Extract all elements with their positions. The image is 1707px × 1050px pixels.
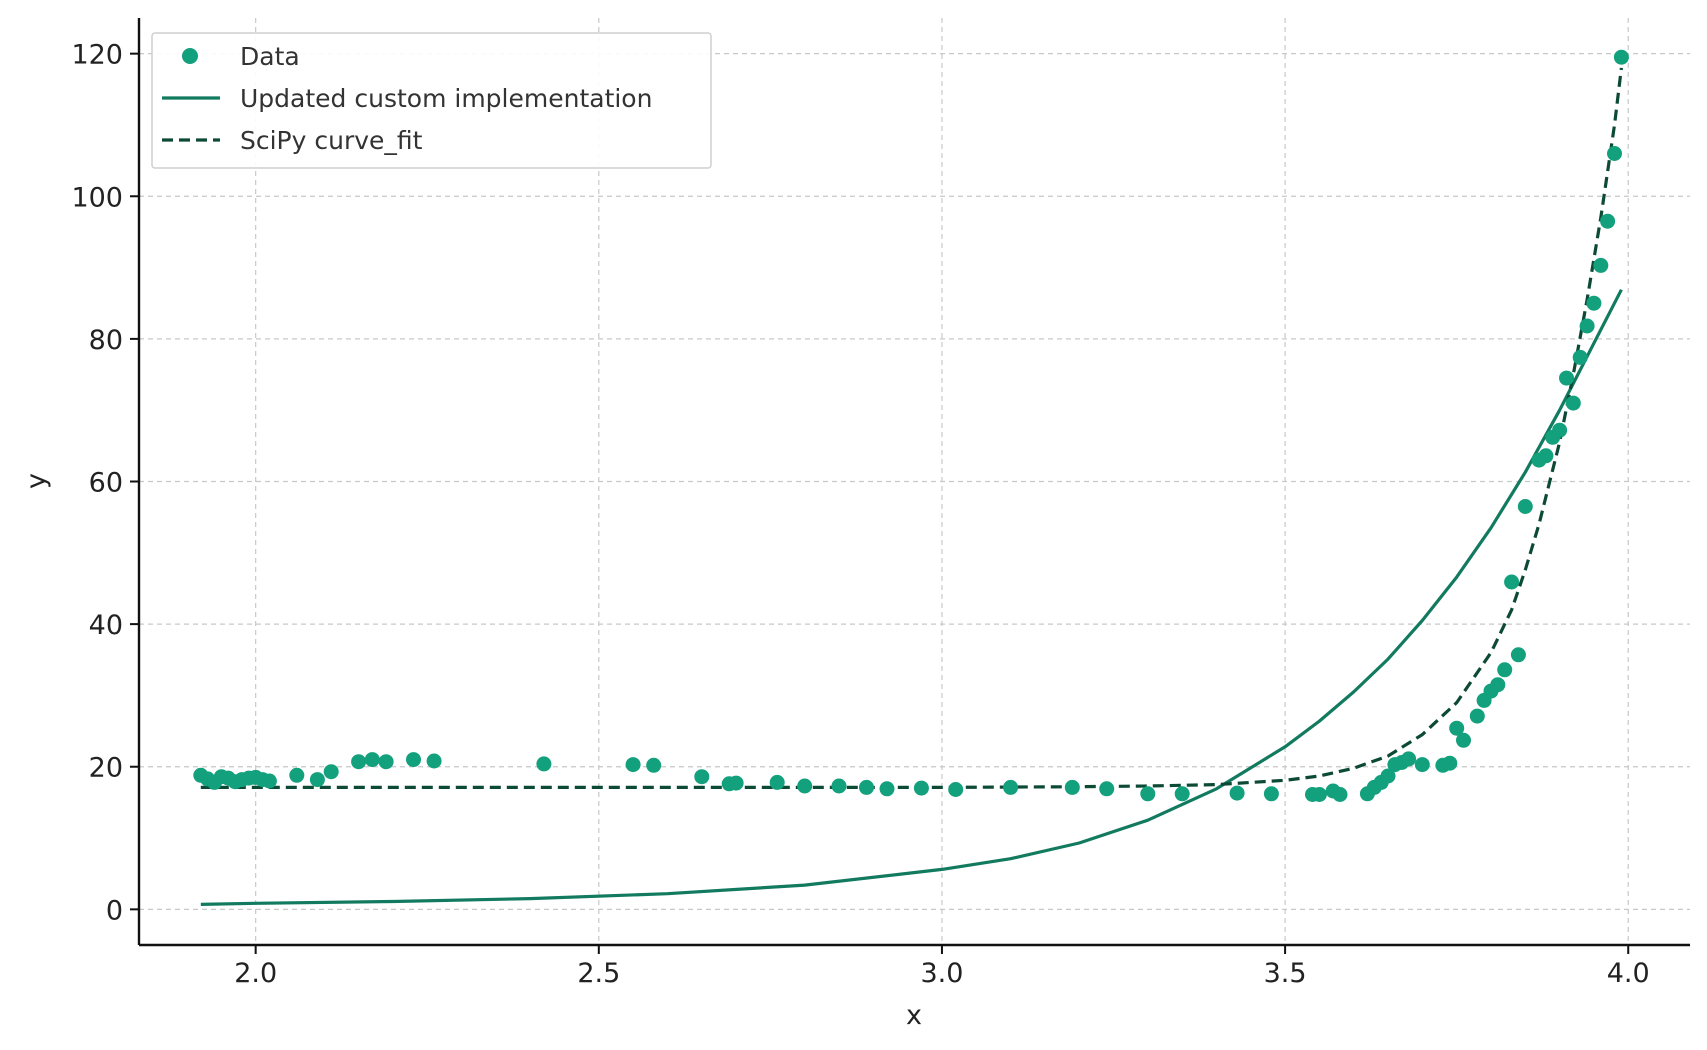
data-point	[1510, 647, 1526, 663]
data-point	[1469, 708, 1485, 724]
data-point	[1559, 370, 1574, 386]
legend-label-data: Data	[240, 42, 300, 71]
data-point	[1099, 781, 1115, 797]
data-point	[769, 774, 785, 790]
data-point	[1401, 751, 1417, 767]
data-point	[309, 772, 325, 788]
x-tick-label: 2.5	[577, 958, 620, 989]
data-point	[1456, 732, 1471, 748]
y-tick-label: 20	[89, 753, 123, 784]
data-point	[694, 769, 710, 785]
legend-box	[151, 32, 712, 169]
data-point	[426, 753, 442, 769]
data-point	[323, 764, 339, 780]
scipy-fit-line	[200, 67, 1623, 789]
legend-marker-data	[182, 48, 198, 64]
data-point	[1572, 349, 1588, 365]
data-point	[1263, 786, 1279, 802]
data-point	[1600, 213, 1616, 229]
y-tick-label: 80	[89, 325, 123, 356]
data-point	[879, 781, 895, 797]
series-layer	[193, 49, 1629, 906]
data-point	[364, 752, 380, 768]
y-tick-label: 120	[71, 40, 123, 71]
y-tick-label: 100	[71, 182, 123, 213]
data-point	[351, 754, 367, 770]
data-point	[1442, 755, 1458, 771]
data-point	[261, 773, 277, 789]
data-point	[831, 778, 847, 794]
data-point	[1497, 662, 1513, 678]
data-point	[1579, 318, 1595, 334]
data-point	[1174, 786, 1190, 802]
data-point	[536, 756, 552, 772]
data-point	[859, 779, 874, 795]
data-point	[289, 767, 305, 783]
data-point	[378, 754, 394, 770]
data-point	[625, 757, 641, 773]
data-point	[1517, 499, 1533, 514]
data-point	[1449, 720, 1465, 736]
legend: Data Updated custom implementation SciPy…	[151, 32, 712, 169]
data-point	[1003, 779, 1019, 795]
x-tick-label: 2.0	[234, 958, 277, 989]
data-point	[1552, 422, 1568, 438]
data-point	[728, 775, 744, 791]
grid	[139, 18, 1690, 945]
data-point	[1613, 49, 1629, 65]
x-tick-label: 3.5	[1264, 958, 1307, 989]
data-point	[1504, 574, 1520, 590]
data-point	[1565, 395, 1581, 411]
y-tick-label: 40	[89, 610, 123, 641]
data-point	[1332, 787, 1348, 802]
legend-label-custom: Updated custom implementation	[240, 84, 652, 113]
data-point	[913, 780, 929, 796]
data-point	[1140, 786, 1156, 802]
data-point	[1490, 677, 1506, 693]
custom-fit-line	[200, 288, 1623, 906]
x-tick-label: 3.0	[920, 958, 963, 989]
data-point	[1538, 448, 1554, 464]
data-point	[1586, 295, 1602, 311]
data-point	[646, 757, 662, 773]
x-axis-title: x	[906, 1000, 922, 1031]
ticks: 2.0 2.5 3.0 3.5 4.0 0 20 40 60 80 100 120	[71, 40, 1649, 989]
data-point	[1229, 785, 1245, 801]
data-point	[948, 782, 964, 797]
data-point	[1593, 257, 1609, 273]
data-point	[1607, 146, 1622, 161]
data-point	[1414, 757, 1430, 773]
legend-label-scipy: SciPy curve_fit	[240, 126, 423, 155]
data-point	[1380, 768, 1396, 784]
y-tick-label: 0	[106, 895, 123, 926]
data-point	[406, 752, 421, 768]
data-point	[1064, 779, 1080, 795]
data-point	[797, 778, 813, 794]
y-tick-label: 60	[89, 468, 123, 499]
x-tick-label: 4.0	[1607, 958, 1650, 989]
data-point	[1311, 787, 1327, 802]
y-axis-title: y	[21, 473, 52, 489]
